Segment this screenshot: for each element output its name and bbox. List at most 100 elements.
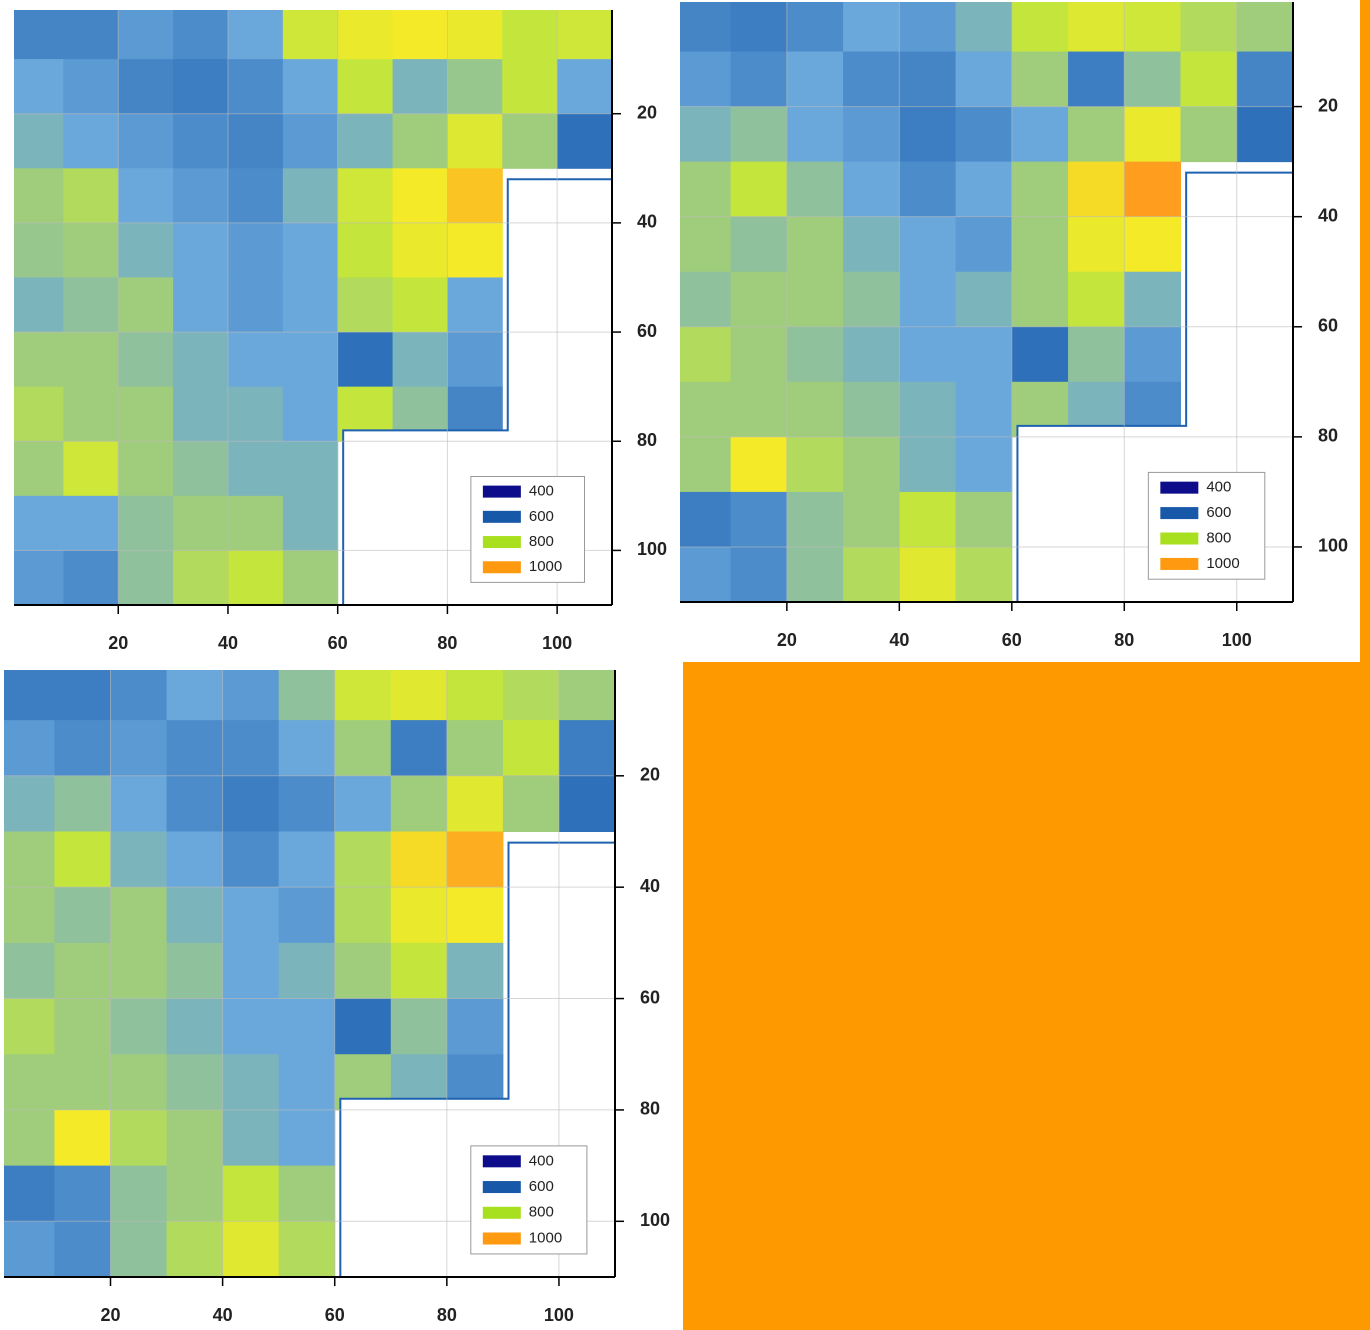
x-tick-label: 80 [437,1305,457,1325]
heatmap-cell [0,1110,55,1166]
heatmap-cell [559,664,616,720]
y-tick-label: 60 [1318,316,1338,336]
heatmap-cell [167,887,224,943]
heatmap-cell [843,107,900,163]
x-tick-label: 40 [889,630,909,650]
legend-label: 1000 [529,1229,562,1246]
heatmap-cell [0,831,55,887]
x-tick-label: 100 [544,1305,574,1325]
heatmap-cell [223,1221,280,1277]
heatmap-cell [223,664,280,720]
heatmap-cell [63,114,118,169]
heatmap-cell [447,720,504,776]
heatmap-cell [223,999,280,1055]
heatmap-cell [63,332,118,387]
heatmap-cell [1237,0,1294,52]
heatmap-cell [54,887,111,943]
heatmap-cell [956,162,1013,218]
heatmap-cell [391,887,448,943]
y-tick-label: 80 [640,1099,660,1119]
heatmap-cell [391,776,448,832]
heatmap-cell [279,1166,336,1222]
heatmap-cell [111,1054,168,1110]
legend-label: 1000 [529,558,562,575]
x-tick-label: 60 [1002,630,1022,650]
heatmap-cell [899,492,956,548]
heatmap-cell [283,114,338,169]
heatmap-cell [63,441,118,496]
heatmap-cell [335,943,392,999]
heatmap-cell [338,114,393,169]
heatmap-cell [118,441,173,496]
heatmap-cell [54,720,111,776]
heatmap-cell [223,1166,280,1222]
heatmap-cell [447,943,504,999]
heatmap-cell [787,492,844,548]
heatmap-cell [557,59,612,114]
heatmap-cell [167,1110,224,1166]
heatmap-cell [956,547,1013,603]
heatmap-cell [899,547,956,603]
heatmap-cell [228,332,283,387]
heatmap-cell [118,114,173,169]
heatmap-cell [118,223,173,278]
heatmap-cell [393,59,448,114]
heatmap-cell [173,387,228,442]
heatmap-cell [9,59,64,114]
heatmap-cell [674,437,731,493]
heatmap-cell [9,387,64,442]
heatmap-cell [843,547,900,603]
heatmap-cell [1124,52,1181,108]
heatmap-cell [118,550,173,605]
y-tick-label: 100 [637,539,667,559]
heatmap-cell [1124,272,1181,328]
heatmap-cell [63,496,118,551]
heatmap-cell [899,162,956,218]
heatmap-cell [338,5,393,60]
heatmap-cell [167,943,224,999]
legend-label: 400 [529,1152,554,1169]
heatmap-cell [391,831,448,887]
heatmap-cell [223,776,280,832]
heatmap-cell [674,547,731,603]
heatmap-cell [787,107,844,163]
heatmap-cell [1124,162,1181,218]
heatmap-cell [118,277,173,332]
heatmap-cell [899,382,956,438]
heatmap-cell [674,492,731,548]
heatmap-cell [956,382,1013,438]
legend-label: 800 [529,533,554,550]
heatmap-cell [447,664,504,720]
heatmap-cell [0,776,55,832]
heatmap-cell [956,217,1013,273]
heatmap-cell [223,1110,280,1166]
heatmap-cell [1181,107,1238,163]
heatmap-cell [223,887,280,943]
heatmap-cell [899,437,956,493]
heatmap-cell [111,999,168,1055]
heatmap-cell [956,437,1013,493]
heatmap-cell [674,272,731,328]
heatmap-cell [283,387,338,442]
heatmap-cell [1237,107,1294,163]
heatmap-cell [0,1221,55,1277]
heatmap-cell [283,550,338,605]
heatmap-cell [0,1166,55,1222]
heatmap-cell [1124,107,1181,163]
legend-label: 600 [1206,504,1231,521]
heatmap-cell [173,223,228,278]
heatmap-cell [0,943,55,999]
heatmap-cell [118,332,173,387]
heatmap-cell [111,831,168,887]
heatmap-cell [391,999,448,1055]
legend-swatch [483,536,521,548]
x-tick-label: 60 [325,1305,345,1325]
panel: 20406080100204060801004006008001000 [0,664,670,1324]
heatmap-cell [9,332,64,387]
heatmap-cell [731,107,788,163]
heatmap-cell [447,277,502,332]
heatmap-cell [502,59,557,114]
heatmap-cell [111,943,168,999]
heatmap-cell [1237,52,1294,108]
heatmap-cell [9,114,64,169]
